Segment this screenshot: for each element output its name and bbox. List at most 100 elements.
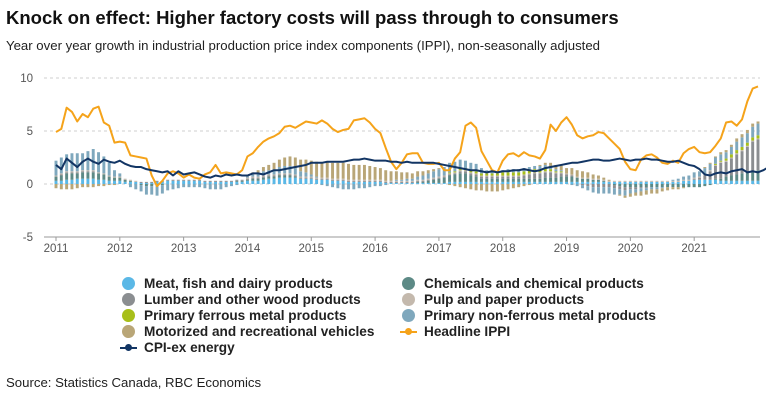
bar-segment-pulp: [543, 171, 547, 173]
bar-segment-nonferrous: [336, 184, 340, 189]
bar-segment-meat: [394, 182, 398, 184]
bar-segment-lumber: [549, 172, 553, 178]
bar-segment-motor: [575, 170, 579, 177]
bar-segment-meat: [347, 181, 350, 184]
bar-segment-lumber: [256, 177, 260, 179]
bar-segment-meat: [533, 181, 537, 184]
bar-segment-chemicals: [91, 172, 95, 179]
bar-segment-nonferrous: [373, 184, 377, 187]
bar-segment-pulp: [118, 176, 122, 178]
bar-segment-lumber: [176, 179, 180, 181]
bar-segment-pulp: [59, 173, 63, 175]
bar-segment-motor: [740, 134, 744, 138]
bar-segment-meat: [251, 180, 255, 184]
bar-segment-pulp: [410, 180, 414, 182]
bar-segment-meat: [607, 181, 611, 184]
bar-segment-meat: [198, 180, 202, 184]
bar-segment-lumber: [245, 178, 249, 180]
bar-segment-motor: [596, 175, 600, 179]
bar-segment-meat: [293, 177, 297, 184]
y-tick-label: -5: [23, 232, 33, 244]
bar-segment-meat: [432, 182, 436, 184]
bar-segment-chemicals: [650, 184, 654, 188]
bar-segment-lumber: [75, 172, 79, 174]
bar-segment-ferrous: [448, 172, 452, 174]
bar-segment-lumber: [155, 180, 159, 182]
bar-segment-nonferrous: [405, 178, 409, 181]
bar-segment-ferrous: [735, 150, 739, 154]
bar-segment-pulp: [378, 179, 382, 181]
bar-segment-meat: [474, 181, 478, 184]
bar-segment-meat: [490, 181, 494, 184]
bar-segment-meat: [591, 181, 595, 184]
bar-segment-chemicals: [618, 184, 622, 187]
bar-segment-pulp: [437, 176, 441, 178]
bar-segment-chemicals: [719, 178, 723, 181]
bar-segment-meat: [464, 181, 467, 184]
bar-segment-motor: [410, 173, 414, 179]
bar-segment-meat: [618, 181, 622, 184]
bar-segment-meat: [570, 181, 574, 184]
bar-segment-lumber: [745, 146, 749, 173]
bar-segment-motor: [607, 179, 611, 181]
bar-segment-nonferrous: [698, 171, 701, 177]
bar-segment-motor: [432, 169, 436, 172]
bar-segment-pulp: [676, 180, 680, 182]
x-tick-label: 2017: [426, 243, 452, 255]
bar-segment-motor: [464, 184, 467, 189]
bar-segment-meat: [660, 181, 664, 184]
bar-segment-meat: [442, 182, 446, 184]
bar-segment-pulp: [485, 175, 489, 177]
bar-segment-meat: [612, 181, 616, 184]
bar-segment-pulp: [581, 177, 584, 179]
bar-segment-lumber: [554, 173, 558, 178]
bar-segment-motor: [325, 161, 329, 178]
bar-segment-pulp: [559, 172, 563, 174]
bar-segment-meat: [362, 181, 366, 184]
bar-segment-ferrous: [549, 169, 553, 172]
bar-segment-motor: [511, 184, 515, 189]
bar-segment-nonferrous: [708, 163, 712, 171]
bar-segment-motor: [713, 156, 717, 158]
bar-segment-meat: [160, 181, 164, 184]
bar-segment-motor: [437, 168, 441, 170]
bar-segment-meat: [304, 178, 308, 184]
bar-segment-motor: [655, 189, 659, 194]
bar-segment-meat: [639, 181, 643, 184]
bar-segment-motor: [59, 184, 63, 190]
bar-segment-ferrous: [453, 171, 457, 173]
bar-segment-nonferrous: [756, 123, 760, 136]
bar-segment-pulp: [570, 174, 574, 176]
bar-segment-nonferrous: [644, 188, 648, 191]
bar-segment-chemicals: [570, 176, 574, 182]
bar-segment-meat: [245, 180, 249, 184]
bar-segment-meat: [719, 180, 723, 184]
bar-segment-chemicals: [479, 178, 483, 182]
bar-segment-chemicals: [639, 184, 643, 188]
bar-segment-pulp: [113, 176, 116, 178]
bar-segment-motor: [91, 184, 95, 188]
bar-segment-pulp: [538, 172, 542, 174]
bar-segment-nonferrous: [596, 187, 600, 194]
bar-segment-motor: [448, 184, 452, 186]
bar-segment-motor: [453, 184, 457, 187]
bar-segment-meat: [54, 180, 58, 184]
bar-segment-lumber: [251, 177, 255, 179]
bar-segment-lumber: [362, 180, 366, 182]
bar-segment-motor: [565, 168, 569, 174]
bar-segment-pulp: [315, 177, 319, 179]
bar-segment-pulp: [719, 161, 723, 163]
bar-segment-nonferrous: [235, 184, 239, 186]
chart-subtitle: Year over year growth in industrial prod…: [6, 38, 601, 53]
bar-segment-lumber: [543, 172, 547, 178]
bar-segment-nonferrous: [416, 176, 420, 180]
bar-segment-lumber: [495, 176, 499, 179]
bar-segment-lumber: [336, 179, 340, 181]
bar-segment-lumber: [596, 184, 600, 188]
bar-segment-nonferrous: [187, 184, 191, 188]
bar-segment-chemicals: [118, 177, 122, 181]
bar-segment-chemicals: [458, 173, 462, 182]
bar-segment-motor: [304, 159, 308, 173]
bar-segment-motor: [634, 192, 638, 196]
bar-segment-nonferrous: [400, 179, 404, 181]
